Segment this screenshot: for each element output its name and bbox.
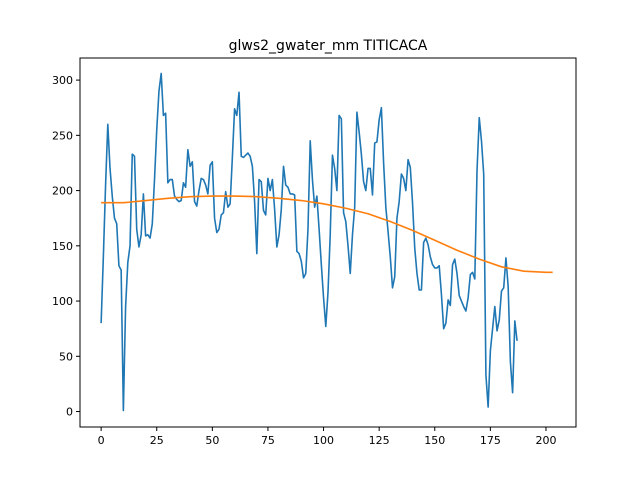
x-axis: 0 25 50 75 100 125 150 175 200 bbox=[98, 427, 556, 447]
x-tick-label: 0 bbox=[98, 434, 105, 447]
x-tick-label: 25 bbox=[150, 434, 164, 447]
y-tick-label: 300 bbox=[52, 74, 73, 87]
plot-frame bbox=[79, 57, 577, 428]
x-tick-label: 175 bbox=[480, 434, 501, 447]
series-line-2 bbox=[101, 195, 553, 274]
y-tick-label: 150 bbox=[52, 240, 73, 253]
x-tick-label: 150 bbox=[424, 434, 445, 447]
y-tick-label: 100 bbox=[52, 295, 73, 308]
y-tick-label: 50 bbox=[59, 350, 73, 363]
chart-title: glws2_gwater_mm TITICACA bbox=[229, 38, 428, 54]
x-tick-label: 125 bbox=[369, 434, 390, 447]
x-tick-label: 75 bbox=[261, 434, 275, 447]
y-tick-label: 250 bbox=[52, 129, 73, 142]
plot-area bbox=[100, 72, 553, 412]
y-tick-label: 0 bbox=[66, 406, 73, 419]
x-tick-label: 200 bbox=[535, 434, 556, 447]
x-tick-label: 100 bbox=[313, 434, 334, 447]
y-axis: 0 50 100 150 200 250 300 bbox=[52, 74, 80, 419]
y-tick-label: 200 bbox=[52, 185, 73, 198]
series-line-1 bbox=[100, 72, 518, 412]
x-tick-label: 50 bbox=[205, 434, 219, 447]
